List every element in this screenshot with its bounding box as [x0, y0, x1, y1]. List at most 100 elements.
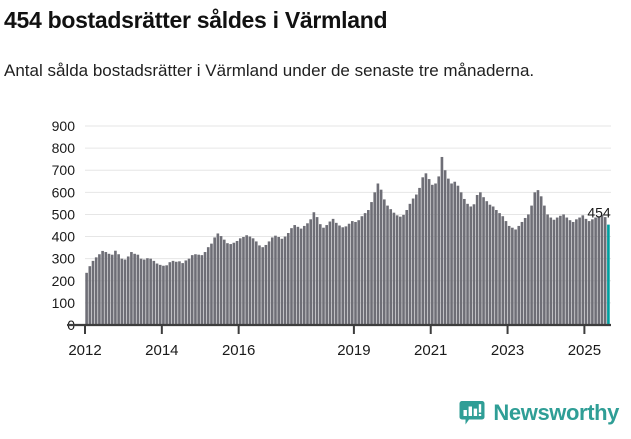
bar[interactable]	[379, 189, 383, 325]
bar[interactable]	[290, 228, 293, 325]
bar[interactable]	[264, 244, 268, 325]
bar[interactable]	[296, 226, 300, 325]
bar[interactable]	[184, 260, 188, 325]
bar[interactable]	[142, 259, 146, 325]
bar[interactable]	[507, 225, 511, 325]
bar[interactable]	[363, 213, 367, 325]
bar[interactable]	[344, 226, 348, 325]
bar[interactable]	[463, 198, 466, 325]
bar[interactable]	[328, 221, 332, 325]
bar[interactable]	[475, 194, 479, 325]
bar[interactable]	[315, 217, 319, 325]
bar[interactable]	[565, 217, 569, 325]
bar[interactable]	[146, 258, 149, 325]
bar[interactable]	[139, 258, 143, 325]
bar[interactable]	[491, 206, 495, 325]
bar[interactable]	[219, 236, 223, 325]
bar[interactable]	[466, 203, 469, 325]
bar[interactable]	[578, 217, 581, 325]
bar[interactable]	[533, 192, 537, 325]
bar[interactable]	[472, 204, 476, 325]
bar[interactable]	[302, 225, 306, 325]
bar[interactable]	[213, 237, 216, 325]
bar[interactable]	[194, 254, 197, 325]
bar[interactable]	[495, 210, 498, 325]
bar[interactable]	[546, 214, 549, 325]
bar[interactable]	[174, 261, 178, 325]
bar[interactable]	[286, 233, 290, 325]
bar[interactable]	[318, 224, 322, 325]
bar[interactable]	[456, 185, 460, 325]
bar[interactable]	[235, 240, 239, 325]
bar[interactable]	[338, 225, 341, 326]
bar[interactable]	[450, 183, 453, 325]
bar[interactable]	[488, 204, 492, 325]
bar[interactable]	[443, 170, 447, 325]
bar[interactable]	[206, 247, 210, 325]
bar[interactable]	[306, 223, 309, 325]
bar[interactable]	[149, 258, 152, 325]
bar[interactable]	[251, 238, 255, 325]
bar[interactable]	[133, 253, 136, 325]
bar[interactable]	[427, 179, 431, 325]
bar[interactable]	[98, 254, 101, 325]
bar[interactable]	[482, 197, 485, 325]
bar[interactable]	[562, 214, 565, 325]
bar[interactable]	[242, 237, 245, 325]
bar[interactable]	[571, 221, 575, 325]
bar[interactable]	[523, 217, 527, 325]
bar[interactable]	[395, 215, 399, 325]
bar[interactable]	[514, 229, 517, 325]
bar[interactable]	[511, 227, 514, 325]
bar[interactable]	[350, 221, 354, 325]
bar[interactable]	[584, 218, 588, 325]
bar[interactable]	[408, 203, 412, 325]
bar[interactable]	[325, 225, 329, 325]
bar[interactable]	[155, 263, 159, 325]
bar[interactable]	[389, 209, 393, 325]
bar[interactable]	[226, 243, 229, 325]
bar[interactable]	[354, 221, 357, 325]
bar[interactable]	[386, 205, 389, 325]
bar[interactable]	[299, 228, 303, 325]
bar[interactable]	[203, 252, 207, 325]
bar[interactable]	[437, 176, 441, 325]
bar[interactable]	[568, 220, 572, 325]
bar[interactable]	[270, 237, 274, 325]
bar[interactable]	[517, 225, 521, 325]
bar[interactable]	[94, 257, 98, 325]
bar[interactable]	[469, 206, 473, 325]
bar[interactable]	[360, 216, 364, 325]
bar[interactable]	[210, 243, 213, 325]
bar[interactable]	[600, 214, 604, 325]
bar[interactable]	[229, 244, 232, 325]
bar[interactable]	[245, 235, 248, 325]
bar[interactable]	[370, 202, 373, 325]
bar[interactable]	[347, 223, 351, 325]
bar[interactable]	[485, 201, 489, 325]
bar[interactable]	[274, 235, 277, 325]
bar[interactable]	[501, 216, 505, 325]
bar[interactable]	[114, 250, 117, 325]
bar[interactable]	[498, 213, 501, 325]
bar[interactable]	[392, 212, 396, 325]
bar[interactable]	[267, 241, 271, 325]
bar[interactable]	[136, 254, 140, 325]
bar[interactable]	[543, 205, 546, 325]
bar[interactable]	[104, 252, 108, 325]
bar[interactable]	[594, 217, 597, 325]
bar[interactable]	[559, 215, 562, 325]
bar[interactable]	[575, 219, 578, 325]
bar-highlighted[interactable]	[607, 224, 610, 325]
bar[interactable]	[357, 220, 361, 325]
bar[interactable]	[530, 205, 533, 325]
bar[interactable]	[504, 221, 508, 325]
bar[interactable]	[254, 241, 258, 325]
bar[interactable]	[168, 262, 172, 325]
bar[interactable]	[130, 252, 133, 325]
bar[interactable]	[331, 218, 335, 325]
bar[interactable]	[280, 238, 284, 325]
bar[interactable]	[399, 216, 402, 325]
bar[interactable]	[453, 181, 457, 325]
bar[interactable]	[322, 227, 325, 325]
